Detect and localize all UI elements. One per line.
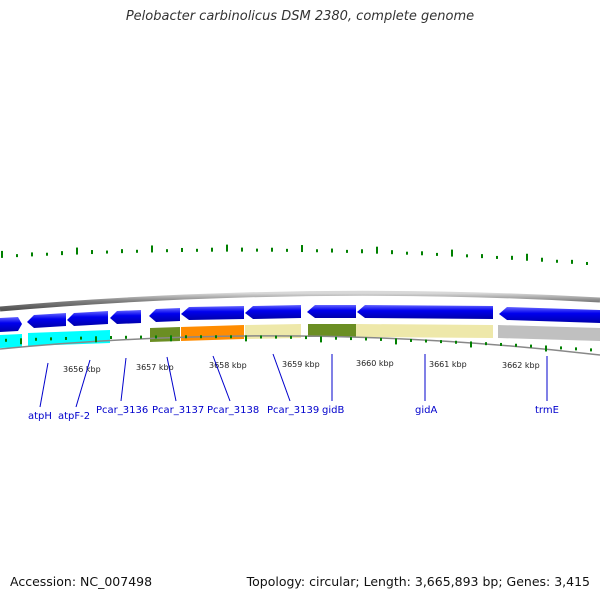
gene-label-atpF-2[interactable]: atpF-2 [58, 411, 90, 422]
scale-label: 3662 kbp [502, 361, 540, 370]
gc-skew-ticks [1, 244, 588, 265]
scale-label: 3661 kbp [429, 360, 467, 369]
gene-label-Pcar_3136[interactable]: Pcar_3136 [96, 405, 148, 416]
orange-block [181, 325, 244, 341]
gene-arrow [67, 311, 108, 326]
gene-labels: atpH atpF-2 Pcar_3136 Pcar_3137 Pcar_313… [28, 405, 559, 422]
gene-label-gidB[interactable]: gidB [322, 405, 344, 416]
feature-blocks [0, 324, 600, 348]
map-title: Pelobacter carbinolicus DSM 2380, comple… [125, 9, 475, 24]
gene-label-atpH[interactable]: atpH [28, 411, 52, 422]
genome-summary: Topology: circular; Length: 3,665,893 bp… [246, 574, 590, 589]
scale-label: 3657 kbp [136, 363, 174, 372]
gene-arrow [245, 305, 301, 319]
gene-label-Pcar_3139[interactable]: Pcar_3139 [267, 405, 319, 416]
gene-arrow [149, 308, 180, 322]
gene-label-trmE[interactable]: trmE [535, 405, 559, 416]
genome-backbone [0, 290, 600, 312]
gene-label-Pcar_3138[interactable]: Pcar_3138 [207, 405, 259, 416]
gene-arrow [499, 307, 600, 323]
scale-label: 3660 kbp [356, 359, 394, 368]
gray-block [498, 325, 600, 341]
scale-label: 3659 kbp [282, 360, 320, 369]
khaki-block [245, 324, 301, 339]
leader-line [75, 359, 91, 408]
gene-arrow [27, 313, 66, 328]
gene-arrow [0, 317, 22, 332]
gene-label-gidA[interactable]: gidA [415, 405, 437, 416]
scale-labels: 3656 kbp 3657 kbp 3658 kbp 3659 kbp 3660… [63, 359, 540, 374]
leader-line [120, 357, 127, 402]
leader-line [272, 353, 291, 402]
cyan-block [0, 334, 22, 348]
accession-text: Accession: NC_007498 [10, 574, 153, 589]
khaki-block [356, 324, 493, 338]
gene-label-Pcar_3137[interactable]: Pcar_3137 [152, 405, 204, 416]
olive-block [308, 324, 356, 337]
leader-line [212, 355, 231, 402]
olive-block [150, 327, 180, 342]
gene-arrow [110, 310, 141, 324]
forward-strand-genes [0, 305, 600, 332]
leader-line [166, 356, 177, 402]
gene-leaders [39, 353, 548, 408]
leader-line [39, 362, 49, 408]
gc-content-ticks [5, 335, 592, 352]
gene-arrow [307, 305, 356, 318]
gene-arrow [181, 306, 244, 320]
scale-label: 3656 kbp [63, 365, 101, 374]
gene-arrow [357, 305, 493, 319]
scale-label: 3658 kbp [209, 361, 247, 370]
